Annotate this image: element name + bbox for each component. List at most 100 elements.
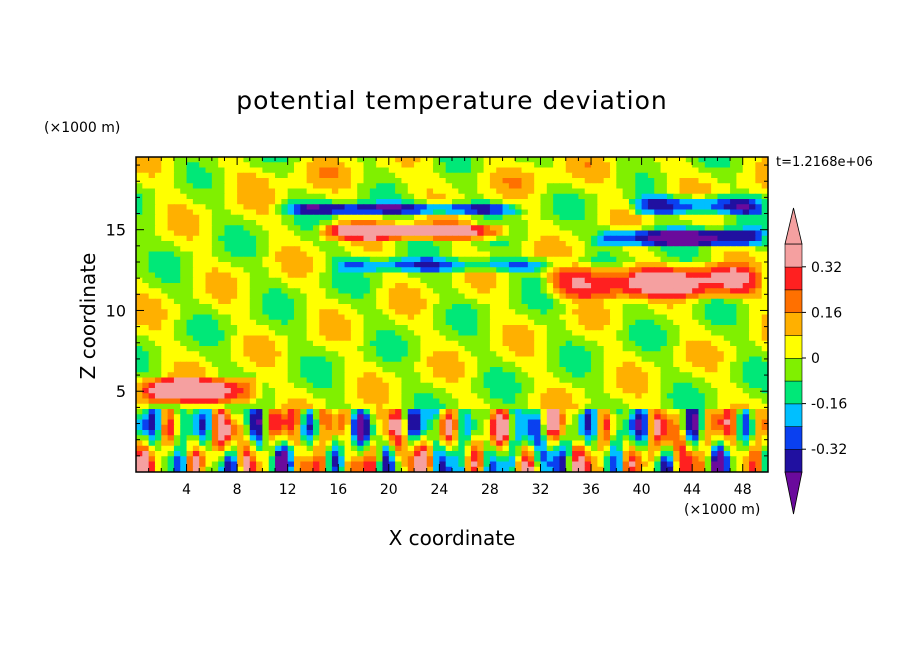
- contour-cell: [616, 183, 624, 190]
- contour-cell: [666, 304, 674, 310]
- contour-cell: [610, 272, 617, 279]
- contour-cell: [192, 335, 200, 342]
- contour-cell: [300, 256, 308, 263]
- contour-cell: [534, 372, 542, 379]
- contour-cell: [426, 267, 434, 274]
- contour-cell: [294, 388, 301, 394]
- contour-cell: [395, 183, 403, 190]
- contour-cell: [755, 246, 763, 253]
- contour-cell: [546, 325, 554, 331]
- contour-cell: [180, 304, 188, 310]
- contour-cell: [395, 403, 403, 410]
- contour-cell: [376, 162, 384, 169]
- contour-cell: [357, 304, 365, 310]
- contour-cell: [679, 325, 687, 331]
- contour-cell: [483, 235, 491, 242]
- contour-cell: [654, 251, 662, 258]
- contour-cell: [167, 267, 175, 274]
- contour-cell: [167, 172, 175, 179]
- contour-cell: [388, 309, 396, 316]
- contour-cell: [218, 178, 226, 184]
- contour-cell: [275, 277, 282, 284]
- contour-cell: [142, 178, 150, 184]
- contour-cell: [616, 372, 624, 379]
- contour-cell: [237, 409, 245, 415]
- contour-cell: [521, 241, 529, 247]
- contour-cell: [603, 193, 611, 200]
- contour-cell: [136, 256, 143, 263]
- contour-cell: [350, 330, 358, 337]
- contour-cell: [628, 183, 636, 190]
- contour-cell: [578, 267, 586, 274]
- contour-cell: [344, 330, 352, 337]
- contour-cell: [546, 314, 554, 321]
- contour-cell: [243, 267, 251, 274]
- contour-cell: [154, 283, 162, 289]
- contour-cell: [717, 409, 725, 415]
- contour-cell: [660, 183, 668, 190]
- contour-cell: [281, 157, 289, 163]
- contour-cell: [515, 167, 523, 174]
- contour-cell: [610, 346, 617, 352]
- contour-cell: [685, 267, 693, 274]
- contour-cell: [287, 414, 295, 421]
- contour-cell: [584, 220, 592, 226]
- contour-cell: [477, 298, 485, 305]
- contour-cell: [565, 193, 573, 200]
- contour-cell: [508, 157, 516, 163]
- contour-cell: [736, 199, 744, 205]
- contour-cell: [173, 351, 181, 358]
- contour-cell: [666, 183, 674, 190]
- contour-cell: [679, 235, 687, 242]
- contour-cell: [717, 309, 725, 316]
- contour-cell: [256, 183, 263, 190]
- contour-cell: [325, 361, 333, 368]
- contour-cell: [148, 304, 156, 310]
- contour-cell: [666, 157, 674, 163]
- contour-cell: [287, 178, 295, 184]
- contour-cell: [154, 267, 162, 274]
- contour-cell: [755, 193, 763, 200]
- contour-cell: [338, 403, 346, 410]
- contour-cell: [483, 414, 491, 421]
- contour-cell: [420, 162, 428, 169]
- contour-cell: [420, 199, 428, 205]
- contour-cell: [325, 314, 333, 321]
- contour-cell: [553, 267, 561, 274]
- contour-cell: [256, 178, 263, 184]
- contour-cell: [173, 298, 181, 305]
- contour-cell: [559, 372, 567, 379]
- contour-cell: [483, 367, 491, 373]
- contour-cell: [559, 319, 567, 326]
- contour-cell: [407, 393, 415, 400]
- contour-cell: [433, 157, 440, 163]
- contour-cell: [325, 167, 333, 174]
- contour-cell: [350, 367, 358, 373]
- contour-cell: [572, 283, 579, 289]
- contour-cell: [401, 414, 409, 421]
- contour-cell: [685, 382, 693, 389]
- contour-cell: [540, 398, 548, 405]
- contour-cell: [420, 225, 428, 232]
- contour-cell: [597, 403, 605, 410]
- contour-cell: [452, 157, 459, 163]
- contour-cell: [249, 330, 257, 337]
- contour-cell: [540, 225, 548, 232]
- contour-cell: [527, 241, 535, 247]
- contour-cell: [673, 157, 681, 163]
- contour-cell: [275, 204, 282, 211]
- contour-cell: [205, 220, 213, 226]
- contour-cell: [742, 361, 750, 368]
- contour-cell: [730, 293, 737, 300]
- contour-cell: [496, 220, 504, 226]
- contour-cell: [572, 183, 579, 190]
- contour-cell: [338, 325, 346, 331]
- contour-cell: [591, 309, 598, 316]
- contour-cell: [192, 367, 200, 373]
- contour-cell: [319, 157, 327, 163]
- contour-cell: [350, 382, 358, 389]
- contour-cell: [641, 235, 649, 242]
- contour-cell: [730, 241, 737, 247]
- contour-cell: [148, 199, 156, 205]
- contour-cell: [369, 346, 377, 352]
